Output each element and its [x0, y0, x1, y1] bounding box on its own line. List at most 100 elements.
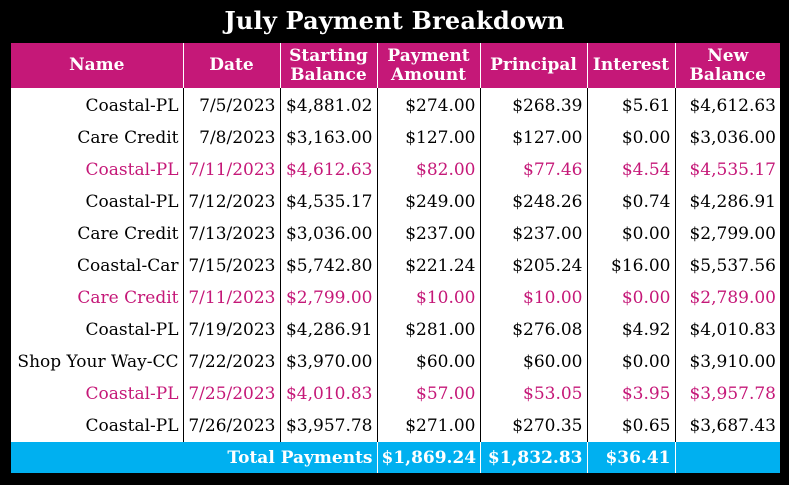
header-date: Date — [182, 43, 281, 88]
cell-principal: $248.26 — [479, 186, 587, 218]
cell-date: 7/26/2023 — [182, 410, 280, 442]
cell-principal: $10.00 — [479, 282, 587, 314]
table-row: Care Credit 7/13/2023 $3,036.00 $237.00 … — [11, 218, 780, 250]
header-starting-balance: Starting Balance — [279, 43, 378, 88]
cell-principal: $77.46 — [479, 154, 587, 186]
cell-interest: $0.00 — [586, 282, 675, 314]
cell-interest: $4.92 — [586, 314, 675, 346]
cell-new-balance: $2,789.00 — [674, 282, 780, 314]
cell-date: 7/8/2023 — [182, 122, 280, 154]
cell-new-balance: $3,957.78 — [674, 378, 780, 410]
header-name: Name — [11, 43, 184, 88]
totals-row: Total Payments $1,869.24 $1,832.83 $36.4… — [11, 442, 780, 473]
cell-date: 7/15/2023 — [182, 250, 280, 282]
cell-interest: $0.00 — [586, 218, 675, 250]
cell-new-balance: $4,612.63 — [674, 88, 780, 122]
cell-name: Care Credit — [11, 282, 183, 314]
table-row: Coastal-PL 7/5/2023 $4,881.02 $274.00 $2… — [11, 88, 780, 122]
cell-name: Care Credit — [11, 218, 183, 250]
cell-name: Coastal-PL — [11, 154, 183, 186]
table-row-highlighted: Care Credit 7/11/2023 $2,799.00 $10.00 $… — [11, 282, 780, 314]
total-payment: $1,869.24 — [376, 442, 480, 473]
cell-date: 7/22/2023 — [182, 346, 280, 378]
cell-payment: $60.00 — [376, 346, 480, 378]
cell-starting-balance: $3,163.00 — [279, 122, 377, 154]
cell-starting-balance: $3,036.00 — [279, 218, 377, 250]
cell-date: 7/11/2023 — [182, 154, 280, 186]
cell-principal: $276.08 — [479, 314, 587, 346]
cell-date: 7/11/2023 — [182, 282, 280, 314]
table-row-highlighted: Coastal-PL 7/11/2023 $4,612.63 $82.00 $7… — [11, 154, 780, 186]
cell-name: Shop Your Way-CC — [11, 346, 183, 378]
cell-new-balance: $3,910.00 — [674, 346, 780, 378]
cell-name: Coastal-PL — [11, 186, 183, 218]
cell-interest: $5.61 — [586, 88, 675, 122]
cell-name: Coastal-Car — [11, 250, 183, 282]
cell-starting-balance: $4,535.17 — [279, 186, 377, 218]
cell-interest: $0.00 — [586, 346, 675, 378]
cell-starting-balance: $4,010.83 — [279, 378, 377, 410]
cell-payment: $281.00 — [376, 314, 480, 346]
total-principal: $1,832.83 — [479, 442, 587, 473]
cell-payment: $249.00 — [376, 186, 480, 218]
cell-interest: $3.95 — [586, 378, 675, 410]
cell-name: Coastal-PL — [11, 88, 183, 122]
header-payment-amount: Payment Amount — [376, 43, 481, 88]
cell-principal: $53.05 — [479, 378, 587, 410]
cell-interest: $0.74 — [586, 186, 675, 218]
cell-interest: $16.00 — [586, 250, 675, 282]
cell-name: Coastal-PL — [11, 314, 183, 346]
cell-payment: $271.00 — [376, 410, 480, 442]
cell-new-balance: $4,535.17 — [674, 154, 780, 186]
total-interest: $36.41 — [586, 442, 675, 473]
cell-starting-balance: $2,799.00 — [279, 282, 377, 314]
cell-date: 7/5/2023 — [182, 88, 280, 122]
cell-starting-balance: $4,286.91 — [279, 314, 377, 346]
table-row: Shop Your Way-CC 7/22/2023 $3,970.00 $60… — [11, 346, 780, 378]
header-new-balance: New Balance — [674, 43, 780, 88]
cell-interest: $4.54 — [586, 154, 675, 186]
cell-date: 7/19/2023 — [182, 314, 280, 346]
cell-new-balance: $4,286.91 — [674, 186, 780, 218]
header-interest: Interest — [586, 43, 676, 88]
cell-payment: $237.00 — [376, 218, 480, 250]
cell-starting-balance: $5,742.80 — [279, 250, 377, 282]
cell-starting-balance: $3,970.00 — [279, 346, 377, 378]
cell-name: Care Credit — [11, 122, 183, 154]
header-row: Name Date Starting Balance Payment Amount … — [11, 43, 780, 88]
cell-principal: $237.00 — [479, 218, 587, 250]
table-row-highlighted: Coastal-PL 7/25/2023 $4,010.83 $57.00 $5… — [11, 378, 780, 410]
table-row: Coastal-PL 7/26/2023 $3,957.78 $271.00 $… — [11, 410, 780, 442]
table-title: July Payment Breakdown — [224, 6, 565, 35]
cell-date: 7/25/2023 — [182, 378, 280, 410]
cell-payment: $10.00 — [376, 282, 480, 314]
cell-interest: $0.00 — [586, 122, 675, 154]
cell-starting-balance: $4,881.02 — [279, 88, 377, 122]
cell-new-balance: $3,036.00 — [674, 122, 780, 154]
cell-new-balance: $3,687.43 — [674, 410, 780, 442]
cell-payment: $57.00 — [376, 378, 480, 410]
cell-new-balance: $2,799.00 — [674, 218, 780, 250]
cell-principal: $270.35 — [479, 410, 587, 442]
payment-table: Name Date Starting Balance Payment Amount … — [11, 43, 780, 473]
cell-principal: $205.24 — [479, 250, 587, 282]
cell-starting-balance: $4,612.63 — [279, 154, 377, 186]
cell-name: Coastal-PL — [11, 378, 183, 410]
cell-principal: $60.00 — [479, 346, 587, 378]
cell-principal: $127.00 — [479, 122, 587, 154]
cell-name: Coastal-PL — [11, 410, 183, 442]
totals-label: Total Payments — [11, 442, 377, 473]
cell-payment: $127.00 — [376, 122, 480, 154]
cell-date: 7/12/2023 — [182, 186, 280, 218]
table-row: Coastal-PL 7/19/2023 $4,286.91 $281.00 $… — [11, 314, 780, 346]
cell-new-balance: $5,537.56 — [674, 250, 780, 282]
cell-payment: $221.24 — [376, 250, 480, 282]
cell-principal: $268.39 — [479, 88, 587, 122]
table-row: Care Credit 7/8/2023 $3,163.00 $127.00 $… — [11, 122, 780, 154]
table-row: Coastal-Car 7/15/2023 $5,742.80 $221.24 … — [11, 250, 780, 282]
cell-new-balance: $4,010.83 — [674, 314, 780, 346]
total-new-balance-empty — [674, 442, 780, 473]
cell-date: 7/13/2023 — [182, 218, 280, 250]
table-row: Coastal-PL 7/12/2023 $4,535.17 $249.00 $… — [11, 186, 780, 218]
cell-starting-balance: $3,957.78 — [279, 410, 377, 442]
